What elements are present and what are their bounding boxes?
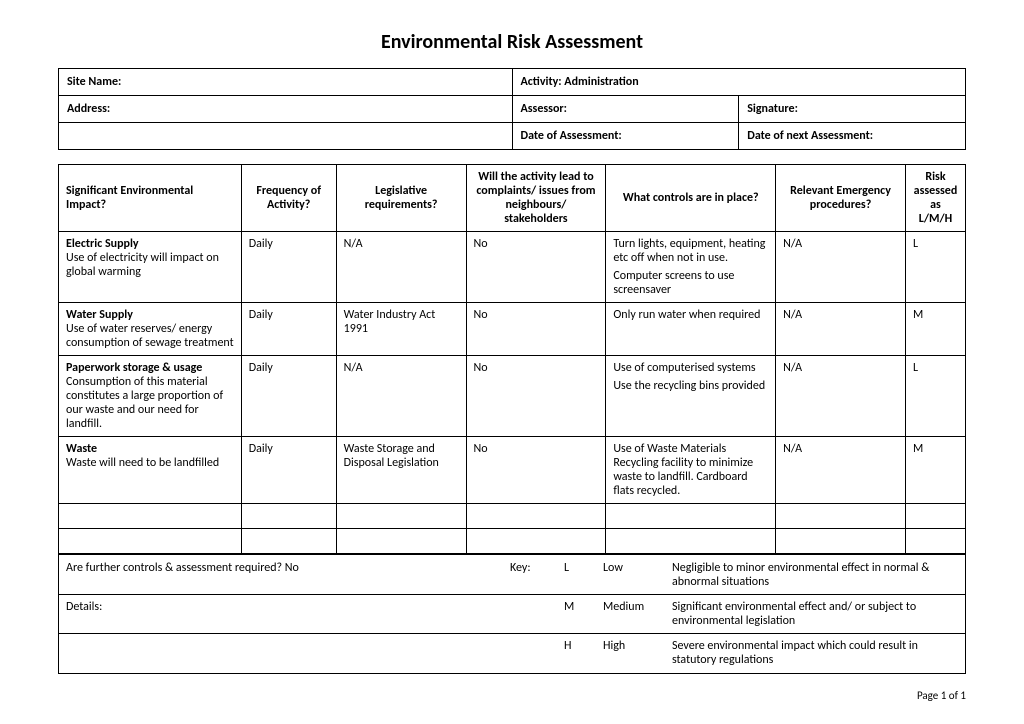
col-controls: What controls are in place? (606, 165, 776, 232)
legis-cell: N/A (336, 232, 466, 303)
complaints-cell: No (466, 437, 606, 504)
table-row: Water Supply Use of water reserves/ ener… (59, 303, 966, 356)
further-controls: Are further controls & assessment requir… (59, 555, 504, 595)
footer-table: Are further controls & assessment requir… (58, 554, 966, 674)
key-low: Low (596, 555, 665, 595)
controls-cell: Use of Waste Materials Recycling facilit… (606, 437, 776, 504)
key-l: L (557, 555, 596, 595)
date-next-cell: Date of next Assessment: (739, 123, 966, 150)
controls-a: Use of computerised systems (613, 361, 768, 375)
key-row-low: Are further controls & assessment requir… (59, 555, 966, 595)
assessor-cell: Assessor: (512, 96, 739, 123)
main-table: Significant Environmental Impact? Freque… (58, 164, 966, 554)
col-emergency: Relevant Emergency procedures? (776, 165, 906, 232)
impact-title: Paperwork storage & usage (66, 361, 234, 375)
signature-cell: Signature: (739, 96, 966, 123)
table-row: Electric Supply Use of electricity will … (59, 232, 966, 303)
key-medium: Medium (596, 595, 665, 634)
risk-cell: L (905, 356, 965, 437)
page: Environmental Risk Assessment Site Name:… (0, 0, 1024, 724)
header-row: Significant Environmental Impact? Freque… (59, 165, 966, 232)
key-medium-desc: Significant environmental effect and/ or… (665, 595, 966, 634)
key-m: M (557, 595, 596, 634)
controls-b: Computer screens to use screensaver (613, 269, 768, 297)
legis-cell: Waste Storage and Disposal Legislation (336, 437, 466, 504)
site-name-cell: Site Name: (59, 69, 513, 96)
impact-title: Waste (66, 442, 234, 456)
col-impact: Significant Environmental Impact? (59, 165, 242, 232)
col-complaints: Will the activity lead to complaints/ is… (466, 165, 606, 232)
impact-cell: Waste Waste will need to be landfilled (59, 437, 242, 504)
impact-desc: Use of water reserves/ energy consumptio… (66, 322, 234, 350)
key-row-high: H High Severe environmental impact which… (59, 634, 966, 674)
complaints-cell: No (466, 303, 606, 356)
controls-cell: Use of computerised systems Use the recy… (606, 356, 776, 437)
legis-cell: N/A (336, 356, 466, 437)
details-label: Details: (59, 595, 504, 634)
col-legislative: Legislative requirements? (336, 165, 466, 232)
date-assessment-cell: Date of Assessment: (512, 123, 739, 150)
risk-cell: L (905, 232, 965, 303)
freq-cell: Daily (241, 303, 336, 356)
key-row-medium: Details: M Medium Significant environmen… (59, 595, 966, 634)
impact-cell: Water Supply Use of water reserves/ ener… (59, 303, 242, 356)
key-h: H (557, 634, 596, 674)
activity-cell: Activity: Administration (512, 69, 966, 96)
emerg-cell: N/A (776, 437, 906, 504)
controls-cell: Turn lights, equipment, heating etc off … (606, 232, 776, 303)
emerg-cell: N/A (776, 232, 906, 303)
impact-cell: Electric Supply Use of electricity will … (59, 232, 242, 303)
spacer (58, 150, 966, 164)
key-low-desc: Negligible to minor environmental effect… (665, 555, 966, 595)
controls-cell: Only run water when required (606, 303, 776, 356)
freq-cell: Daily (241, 437, 336, 504)
risk-cell: M (905, 303, 965, 356)
emerg-cell: N/A (776, 356, 906, 437)
impact-cell: Paperwork storage & usage Consumption of… (59, 356, 242, 437)
page-number: Page 1 of 1 (917, 689, 966, 702)
empty-row (59, 504, 966, 529)
table-row: Waste Waste will need to be landfilled D… (59, 437, 966, 504)
key-high: High (596, 634, 665, 674)
col-frequency: Frequency of Activity? (241, 165, 336, 232)
page-title: Environmental Risk Assessment (58, 30, 966, 54)
key-label: Key: (503, 555, 557, 595)
freq-cell: Daily (241, 232, 336, 303)
risk-cell: M (905, 437, 965, 504)
key-high-desc: Severe environmental impact which could … (665, 634, 966, 674)
table-row: Paperwork storage & usage Consumption of… (59, 356, 966, 437)
empty-row (59, 529, 966, 554)
legis-cell: Water Industry Act 1991 (336, 303, 466, 356)
controls-b: Use the recycling bins provided (613, 379, 768, 393)
blank-cell (59, 123, 513, 150)
controls-a: Use of Waste Materials Recycling facilit… (613, 442, 768, 498)
controls-a: Turn lights, equipment, heating etc off … (613, 237, 768, 265)
impact-title: Water Supply (66, 308, 234, 322)
address-cell: Address: (59, 96, 513, 123)
impact-title: Electric Supply (66, 237, 234, 251)
impact-desc: Use of electricity will impact on global… (66, 251, 219, 279)
complaints-cell: No (466, 232, 606, 303)
impact-desc: Waste will need to be landfilled (66, 456, 219, 470)
controls-a: Only run water when required (613, 308, 768, 322)
header-table: Site Name: Activity: Administration Addr… (58, 68, 966, 150)
freq-cell: Daily (241, 356, 336, 437)
col-risk: Risk assessed as L/M/H (905, 165, 965, 232)
complaints-cell: No (466, 356, 606, 437)
emerg-cell: N/A (776, 303, 906, 356)
impact-desc: Consumption of this material constitutes… (66, 375, 223, 431)
